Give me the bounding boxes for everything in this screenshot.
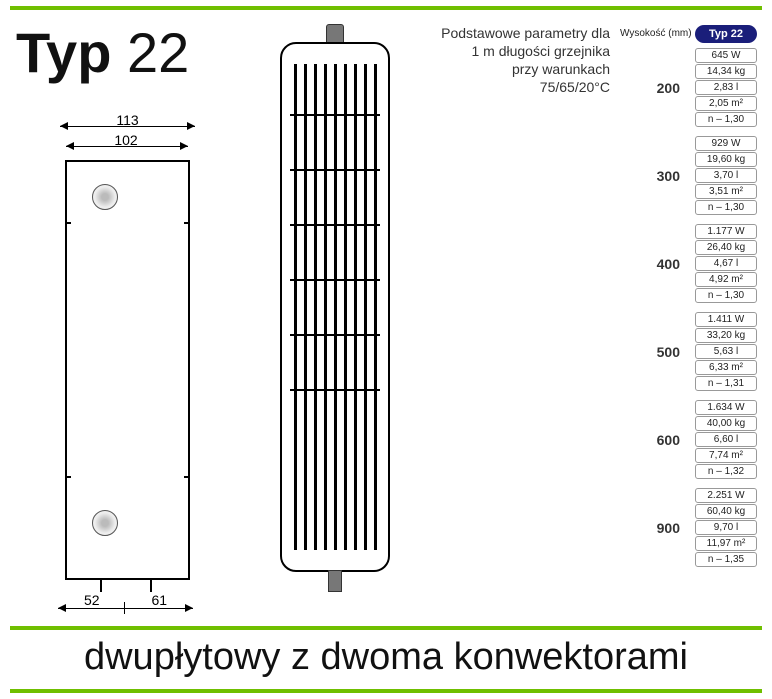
bracket [184,222,190,224]
fin [344,64,347,550]
valve-bottom [92,510,118,536]
cell: 645 W [695,48,757,63]
table-row: 200 645 W 14,34 kg 2,83 l 2,05 m² n – 1,… [620,48,757,127]
height-label: 300 [620,168,680,184]
spec-table: 200 645 W 14,34 kg 2,83 l 2,05 m² n – 1,… [620,48,757,576]
nozzle-top [326,24,344,44]
bottom-accent-rule [10,626,762,630]
dim-tick [124,602,125,614]
crossbar [290,334,380,336]
table-row: 400 1.177 W 26,40 kg 4,67 l 4,92 m² n – … [620,224,757,303]
cell: 19,60 kg [695,152,757,167]
cell: 2.251 W [695,488,757,503]
radiator-side-view [65,160,190,580]
height-label: 600 [620,432,680,448]
cell: 40,00 kg [695,416,757,431]
title-prefix: Typ [16,21,111,84]
table-row: 300 929 W 19,60 kg 3,70 l 3,51 m² n – 1,… [620,136,757,215]
fin [304,64,307,550]
param-line: 75/65/20°C [400,78,610,96]
bracket [65,476,71,478]
cell: 1.177 W [695,224,757,239]
table-row: 500 1.411 W 33,20 kg 5,63 l 6,33 m² n – … [620,312,757,391]
dim-bottom-left: 52 [58,592,126,608]
crossbar [290,389,380,391]
cell: 2,83 l [695,80,757,95]
cell: 26,40 kg [695,240,757,255]
cell: 9,70 l [695,520,757,535]
crossbar [290,224,380,226]
title-number: 22 [127,21,189,84]
cell: 6,33 m² [695,360,757,375]
dim-line [58,608,193,609]
height-label: 900 [620,520,680,536]
dim-arrow [180,142,188,150]
fin [334,64,337,550]
dim-arrow [66,142,74,150]
dim-arrow [60,122,68,130]
cell: n – 1,30 [695,112,757,127]
cell: 7,74 m² [695,448,757,463]
cell: 33,20 kg [695,328,757,343]
cell: 2,05 m² [695,96,757,111]
fin [374,64,377,550]
leg [150,580,152,592]
top-accent-rule [10,6,762,10]
fin [314,64,317,550]
cell: 4,92 m² [695,272,757,287]
cell: n – 1,35 [695,552,757,567]
cell: 3,70 l [695,168,757,183]
cell: 1.411 W [695,312,757,327]
crossbar [290,279,380,281]
bracket [184,476,190,478]
bottom-caption: dwupłytowy z dwoma konwektorami [0,636,772,679]
param-line: przy warunkach [400,60,610,78]
parameters-note: Podstawowe parametry dla 1 m długości gr… [400,24,610,96]
fin [364,64,367,550]
leg [100,580,102,592]
fin [324,64,327,550]
dim-arrow [185,604,193,612]
cell: n – 1,32 [695,464,757,479]
dim-arrow [187,122,195,130]
cell: n – 1,31 [695,376,757,391]
param-line: 1 m długości grzejnika [400,42,610,60]
bottom-accent-rule [10,689,762,693]
cell: 3,51 m² [695,184,757,199]
height-label: 200 [620,80,680,96]
dim-line [66,146,188,147]
bracket [65,222,71,224]
nozzle-bottom [328,570,342,592]
cell: 6,60 l [695,432,757,447]
param-line: Podstawowe parametry dla [400,24,610,42]
height-label: 400 [620,256,680,272]
cell: 929 W [695,136,757,151]
table-row: 900 2.251 W 60,40 kg 9,70 l 11,97 m² n –… [620,488,757,567]
cell: 11,97 m² [695,536,757,551]
dim-arrow [58,604,66,612]
cell: 14,34 kg [695,64,757,79]
height-label: 500 [620,344,680,360]
axis-label: Wysokość (mm) [620,28,692,39]
radiator-top-view [280,24,390,592]
convector-frame [280,42,390,572]
cell: n – 1,30 [695,200,757,215]
cell: 60,40 kg [695,504,757,519]
dim-bottom: 5261 [58,592,193,608]
crossbar [290,114,380,116]
table-row: 600 1.634 W 40,00 kg 6,60 l 7,74 m² n – … [620,400,757,479]
table-column-header: Typ 22 [695,25,757,43]
dim-bottom-right: 61 [126,592,194,608]
page-title: Typ 22 [16,20,189,85]
fin [354,64,357,550]
cell: n – 1,30 [695,288,757,303]
dim-line [60,126,195,127]
cell: 5,63 l [695,344,757,359]
cell: 4,67 l [695,256,757,271]
fin [294,64,297,550]
cell: 1.634 W [695,400,757,415]
crossbar [290,169,380,171]
valve-top [92,184,118,210]
